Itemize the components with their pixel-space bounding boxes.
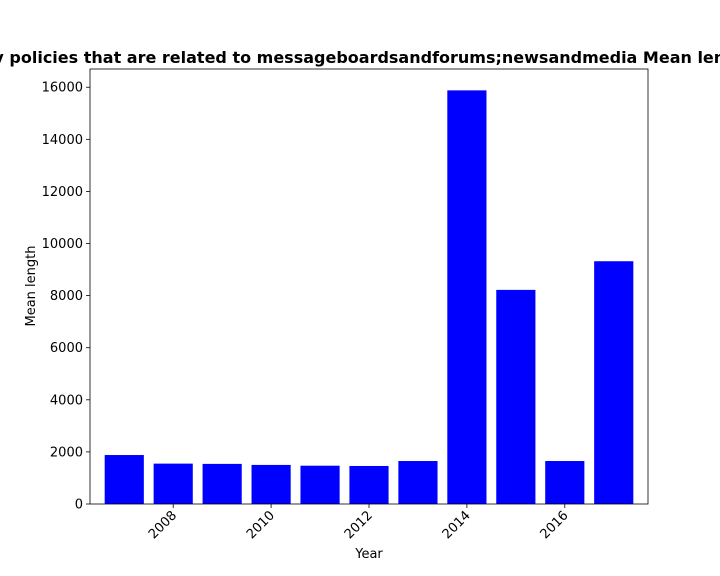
bar-2013	[398, 461, 438, 504]
y-tick-label: 8000	[50, 289, 83, 304]
y-tick-label: 4000	[50, 393, 83, 408]
x-tick-label: 2016	[538, 508, 572, 542]
bar-2011	[300, 465, 340, 504]
chart-title: Mean length of privacy policies that are…	[0, 48, 720, 67]
y-tick-label: 6000	[50, 341, 83, 356]
x-axis-label: Year	[354, 547, 383, 562]
x-tick-label: 2010	[244, 508, 278, 542]
x-tick-label: 2008	[146, 508, 180, 542]
bar-2007	[104, 455, 144, 504]
bars-group	[104, 90, 634, 504]
y-axis-label: Mean length	[24, 246, 39, 327]
y-tick-label: 0	[75, 498, 83, 513]
x-axis: 2008 2010 2012 2014 2016	[146, 504, 572, 542]
y-tick-label: 2000	[50, 445, 83, 460]
bar-2012	[349, 465, 389, 504]
bar-2014	[447, 90, 487, 504]
x-tick-label: 2014	[440, 508, 474, 542]
y-tick-label: 14000	[42, 133, 83, 148]
y-tick-label: 16000	[42, 81, 83, 96]
plot-frame	[89, 68, 649, 505]
bar-2009	[202, 463, 242, 504]
y-axis: 0 2000 4000 6000 8000 10000 12000 14000 16000	[42, 81, 90, 513]
y-tick-label: 12000	[42, 185, 83, 200]
bar-2008	[153, 463, 193, 504]
bar-2017	[594, 261, 634, 504]
x-tick-label: 2012	[342, 508, 376, 542]
bar-2015	[496, 289, 536, 504]
y-tick-label: 10000	[42, 237, 83, 252]
bar-2010	[251, 464, 291, 504]
bar-2016	[545, 461, 585, 504]
